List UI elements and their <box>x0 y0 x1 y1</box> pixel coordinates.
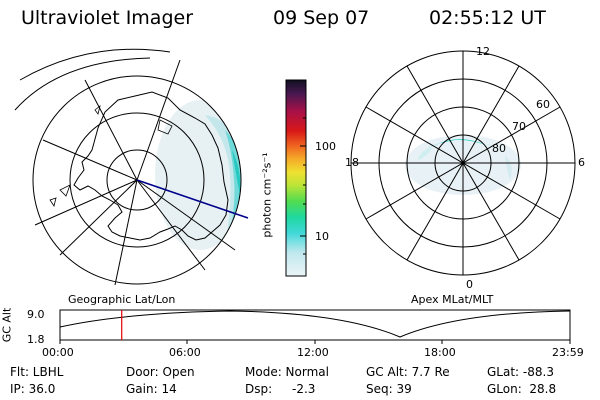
gain-info: Gain: 14 <box>126 382 177 396</box>
app-title: Ultraviolet Imager <box>21 7 194 29</box>
colorbar-tick-100: 100 <box>315 140 336 153</box>
x-tick-0000: 00:00 <box>42 346 74 359</box>
dsp-value: -2.3 <box>292 382 316 396</box>
x-tick-1200: 12:00 <box>297 346 329 359</box>
colorbar-tick-10: 10 <box>315 230 329 243</box>
mlt-label-0: 0 <box>466 278 473 291</box>
mlt-label-12: 12 <box>476 45 490 58</box>
mlat-label-70: 70 <box>512 120 526 133</box>
gc-alt-info: GC Alt: 7.7 Re <box>366 365 450 379</box>
geographic-map <box>14 48 249 286</box>
time-label: 02:55:12 UT <box>429 7 546 29</box>
flt-info: Flt: LBHL <box>10 365 64 379</box>
altitude-ytick-min: 1.8 <box>27 333 45 346</box>
door-info: Door: Open <box>126 365 195 379</box>
colorbar <box>285 79 307 277</box>
seq-info: Seq: 39 <box>366 382 412 396</box>
mlt-label-18: 18 <box>345 156 359 169</box>
date-label: 09 Sep 07 <box>273 7 370 29</box>
apex-panel-label: Apex MLat/MLT <box>411 293 494 306</box>
altitude-curve <box>59 310 571 338</box>
mlat-label-60: 60 <box>536 98 550 111</box>
altitude-ytick-max: 9.0 <box>27 308 45 321</box>
geographic-panel-label: Geographic Lat/Lon <box>68 293 176 306</box>
glat-info: GLat: -88.3 <box>487 365 554 379</box>
mlat-label-80: 80 <box>492 142 506 155</box>
x-tick-0600: 06:00 <box>169 346 201 359</box>
glon-info: GLon: 28.8 <box>487 382 557 396</box>
x-tick-1800: 18:00 <box>424 346 456 359</box>
mode-info: Mode: Normal <box>245 365 329 379</box>
altitude-plot <box>59 309 571 344</box>
satellite-track <box>136 179 249 219</box>
x-tick-2359: 23:59 <box>552 346 584 359</box>
dsp-label: Dsp: <box>245 382 273 396</box>
apex-polar-plot <box>350 50 576 276</box>
mlt-label-6: 6 <box>578 156 585 169</box>
continent-outline <box>73 91 229 241</box>
colorbar-unit-label: photon cm⁻²s⁻¹ <box>260 152 274 238</box>
geo-aurora-field <box>155 100 241 250</box>
ip-info: IP: 36.0 <box>10 382 56 396</box>
altitude-ylabel: GC Alt <box>0 307 14 343</box>
